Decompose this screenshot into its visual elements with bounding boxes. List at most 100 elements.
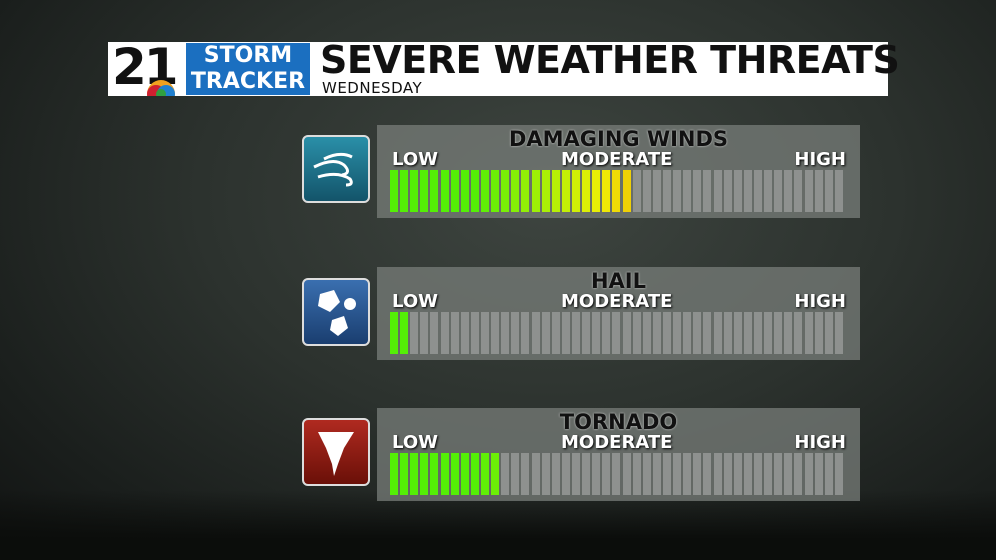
level-segment	[491, 170, 500, 212]
empty-segment	[804, 170, 813, 212]
empty-segment	[733, 170, 742, 212]
level-segment	[481, 453, 489, 495]
logo-storm: STORM	[186, 43, 310, 69]
empty-segment	[723, 170, 732, 212]
empty-segment	[814, 453, 823, 495]
empty-segment	[652, 170, 661, 212]
empty-segment	[470, 312, 479, 354]
scale-high: HIGH	[794, 291, 846, 312]
threat-panel: DAMAGING WINDS LOW MODERATE HIGH	[377, 125, 860, 218]
wind-icon	[302, 135, 370, 203]
empty-segment	[683, 312, 692, 354]
empty-segment	[814, 170, 823, 212]
empty-segment	[834, 312, 843, 354]
empty-segment	[582, 312, 591, 354]
empty-segment	[501, 312, 510, 354]
level-segment	[460, 170, 469, 212]
level-segment	[430, 170, 439, 212]
empty-segment	[511, 312, 520, 354]
scale-high: HIGH	[794, 149, 846, 170]
header: 21 STORM TRACKER SEVERE WEATHER THREATS …	[108, 38, 900, 97]
threat-panel: HAIL LOW MODERATE HIGH	[377, 267, 860, 360]
empty-segment	[450, 312, 459, 354]
empty-segment	[642, 170, 651, 212]
level-segment	[460, 453, 469, 495]
scale-moderate: MODERATE	[561, 291, 673, 312]
empty-segment	[814, 312, 823, 354]
empty-segment	[420, 312, 429, 354]
empty-segment	[481, 312, 489, 354]
empty-segment	[673, 453, 682, 495]
empty-segment	[622, 312, 631, 354]
empty-segment	[501, 453, 510, 495]
wind-symbol	[313, 152, 353, 187]
empty-segment	[582, 453, 591, 495]
empty-segment	[804, 453, 813, 495]
level-segment	[410, 170, 419, 212]
scale-low: LOW	[392, 432, 438, 453]
empty-segment	[632, 170, 641, 212]
logo: 21	[108, 38, 184, 96]
empty-segment	[440, 312, 449, 354]
empty-segment	[784, 170, 793, 212]
empty-segment	[723, 453, 732, 495]
empty-segment	[642, 312, 651, 354]
level-segment	[420, 453, 429, 495]
empty-segment	[612, 312, 621, 354]
empty-segment	[652, 453, 661, 495]
empty-segment	[642, 453, 651, 495]
empty-segment	[511, 453, 520, 495]
threat-panel: TORNADO LOW MODERATE HIGH	[377, 408, 860, 501]
empty-segment	[784, 453, 793, 495]
scale-moderate: MODERATE	[561, 149, 673, 170]
hail-icon	[302, 278, 370, 346]
subtitle: WEDNESDAY	[322, 79, 423, 97]
horizon	[0, 490, 996, 560]
tornado-symbol	[318, 432, 354, 476]
empty-segment	[531, 312, 540, 354]
level-segment	[501, 170, 510, 212]
level-segment	[440, 453, 449, 495]
empty-segment	[713, 312, 722, 354]
empty-segment	[764, 453, 773, 495]
empty-segment	[754, 453, 762, 495]
level-segment	[440, 170, 449, 212]
level-segment	[410, 453, 419, 495]
empty-segment	[804, 312, 813, 354]
level-segment	[450, 453, 459, 495]
empty-segment	[713, 170, 722, 212]
empty-segment	[743, 170, 752, 212]
level-segment	[582, 170, 591, 212]
title: SEVERE WEATHER THREATS	[320, 38, 900, 82]
empty-segment	[622, 453, 631, 495]
level-segment	[551, 170, 560, 212]
threat-label: TORNADO	[559, 410, 678, 434]
level-segment	[491, 453, 500, 495]
empty-segment	[663, 312, 671, 354]
empty-segment	[561, 312, 570, 354]
empty-segment	[824, 170, 833, 212]
empty-segment	[521, 453, 530, 495]
tornado-icon	[302, 418, 370, 486]
level-segment	[602, 170, 611, 212]
level-segment	[470, 453, 479, 495]
empty-segment	[834, 170, 843, 212]
level-segment	[511, 170, 520, 212]
empty-segment	[794, 453, 803, 495]
scale-low: LOW	[392, 149, 438, 170]
level-segment	[622, 170, 631, 212]
empty-segment	[794, 312, 803, 354]
empty-segment	[663, 170, 671, 212]
empty-segment	[703, 453, 712, 495]
empty-segment	[430, 312, 439, 354]
empty-segment	[733, 312, 742, 354]
empty-segment	[602, 453, 611, 495]
empty-segment	[551, 312, 560, 354]
empty-segment	[693, 170, 702, 212]
empty-segment	[693, 453, 702, 495]
empty-segment	[632, 453, 641, 495]
empty-segment	[592, 453, 601, 495]
empty-segment	[602, 312, 611, 354]
empty-segment	[703, 170, 712, 212]
